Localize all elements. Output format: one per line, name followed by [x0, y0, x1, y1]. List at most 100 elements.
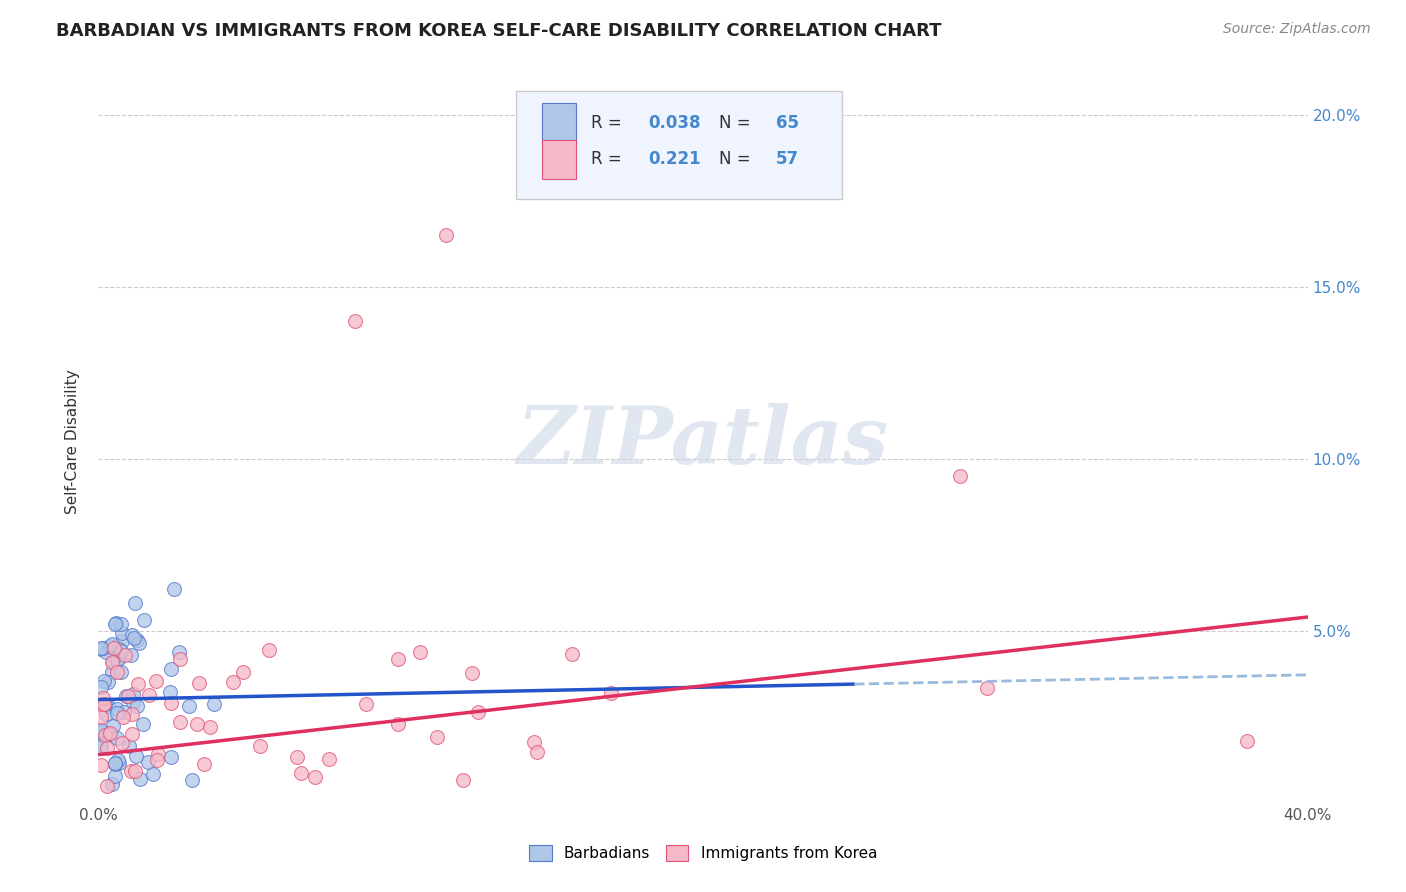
- Point: [202, 698, 225, 712]
- Text: 57: 57: [776, 151, 799, 169]
- Point: [451, 773, 474, 788]
- Point: [526, 745, 548, 759]
- Point: [121, 628, 143, 642]
- Point: [125, 698, 148, 713]
- Point: [387, 652, 409, 666]
- Point: [91, 691, 114, 706]
- Point: [160, 696, 183, 710]
- Point: [134, 613, 156, 627]
- Point: [249, 739, 271, 753]
- Point: [90, 641, 112, 656]
- Point: [96, 645, 118, 659]
- Point: [344, 314, 367, 328]
- Point: [101, 665, 124, 680]
- Point: [94, 728, 117, 742]
- Point: [160, 663, 183, 677]
- Point: [124, 764, 146, 779]
- Point: [160, 750, 183, 764]
- Point: [104, 756, 127, 770]
- Point: [290, 766, 312, 780]
- FancyBboxPatch shape: [516, 91, 842, 200]
- Text: N =: N =: [718, 114, 755, 132]
- Point: [387, 716, 409, 731]
- Point: [110, 644, 132, 658]
- Point: [124, 596, 146, 610]
- Point: [91, 640, 114, 655]
- Point: [114, 648, 136, 663]
- Point: [136, 755, 159, 769]
- Point: [409, 645, 432, 659]
- Point: [127, 677, 149, 691]
- Point: [96, 779, 118, 793]
- Point: [98, 639, 121, 653]
- Point: [111, 736, 134, 750]
- FancyBboxPatch shape: [543, 103, 576, 143]
- Point: [120, 764, 142, 778]
- Point: [104, 756, 127, 771]
- Point: [101, 656, 124, 670]
- Point: [232, 665, 254, 679]
- Point: [112, 705, 135, 719]
- Point: [120, 648, 142, 662]
- Point: [125, 749, 148, 764]
- Point: [121, 695, 143, 709]
- Point: [163, 582, 186, 597]
- Text: N =: N =: [718, 151, 755, 169]
- Point: [101, 655, 124, 669]
- Point: [91, 697, 114, 711]
- Point: [198, 720, 221, 734]
- Point: [101, 777, 124, 791]
- Point: [169, 651, 191, 665]
- Point: [110, 617, 132, 632]
- Point: [90, 641, 112, 656]
- Point: [1236, 734, 1258, 748]
- Point: [105, 653, 128, 667]
- Point: [285, 750, 308, 764]
- Point: [104, 616, 127, 631]
- Point: [129, 772, 152, 786]
- Point: [222, 675, 245, 690]
- Text: 65: 65: [776, 114, 799, 132]
- Point: [105, 665, 128, 679]
- Point: [107, 731, 129, 745]
- Point: [94, 697, 117, 711]
- Point: [169, 645, 191, 659]
- Point: [97, 727, 120, 741]
- Point: [976, 681, 998, 695]
- Point: [257, 642, 280, 657]
- Point: [90, 725, 112, 739]
- Point: [90, 758, 112, 772]
- Point: [90, 738, 112, 752]
- Point: [103, 769, 125, 783]
- Point: [101, 719, 124, 733]
- Point: [354, 697, 377, 711]
- Point: [304, 770, 326, 784]
- Point: [159, 685, 181, 699]
- Text: R =: R =: [591, 114, 627, 132]
- Point: [599, 686, 621, 700]
- Point: [104, 615, 127, 630]
- Point: [108, 651, 131, 665]
- Point: [111, 626, 134, 640]
- Point: [146, 753, 169, 767]
- Point: [93, 697, 115, 711]
- Point: [93, 674, 115, 689]
- Point: [145, 673, 167, 688]
- Point: [105, 706, 128, 721]
- FancyBboxPatch shape: [543, 139, 576, 179]
- Point: [122, 687, 145, 701]
- Point: [148, 747, 170, 761]
- Point: [467, 705, 489, 719]
- Point: [169, 714, 191, 729]
- Point: [193, 756, 215, 771]
- Text: ZIPatlas: ZIPatlas: [517, 403, 889, 480]
- Point: [90, 680, 112, 694]
- Point: [318, 752, 340, 766]
- Legend: Barbadians, Immigrants from Korea: Barbadians, Immigrants from Korea: [523, 839, 883, 867]
- Y-axis label: Self-Care Disability: Self-Care Disability: [65, 369, 80, 514]
- Point: [97, 675, 120, 690]
- Text: 0.221: 0.221: [648, 151, 702, 169]
- Point: [128, 636, 150, 650]
- Point: [188, 676, 211, 690]
- Point: [97, 698, 120, 713]
